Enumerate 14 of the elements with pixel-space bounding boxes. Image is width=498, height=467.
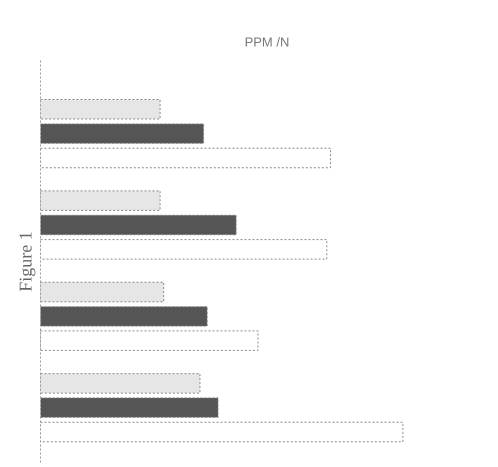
bar	[40, 123, 204, 144]
bar	[40, 373, 200, 394]
bar	[40, 397, 219, 418]
caption: Figure 1	[16, 231, 36, 292]
bar	[40, 214, 237, 236]
x-axis-title: PPM /N	[244, 34, 290, 50]
bar	[40, 422, 404, 442]
bar	[40, 282, 164, 302]
bar	[40, 190, 161, 211]
bar	[40, 148, 331, 168]
bar	[40, 330, 258, 351]
bar	[40, 98, 161, 120]
bar	[40, 306, 208, 327]
bar	[40, 239, 328, 260]
